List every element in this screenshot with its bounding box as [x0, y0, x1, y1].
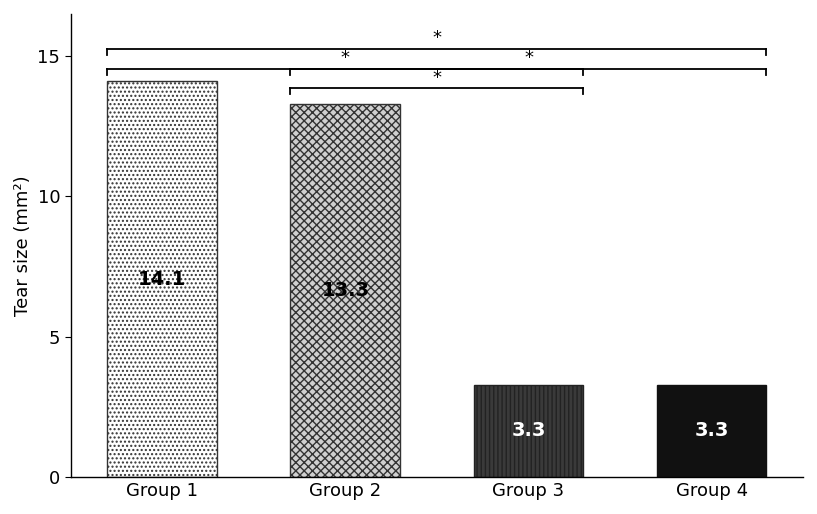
Text: 3.3: 3.3	[511, 421, 546, 440]
Text: 14.1: 14.1	[138, 270, 186, 289]
Bar	[474, 384, 583, 478]
Bar	[107, 81, 217, 478]
Y-axis label: Tear size (mm²): Tear size (mm²)	[14, 175, 32, 316]
Text: *: *	[432, 29, 441, 47]
Text: 3.3: 3.3	[694, 421, 729, 440]
Text: *: *	[432, 69, 441, 87]
Bar	[291, 104, 400, 478]
Text: *: *	[341, 49, 350, 67]
Bar	[657, 384, 766, 478]
Text: *: *	[524, 49, 533, 67]
Text: 13.3: 13.3	[321, 281, 369, 300]
